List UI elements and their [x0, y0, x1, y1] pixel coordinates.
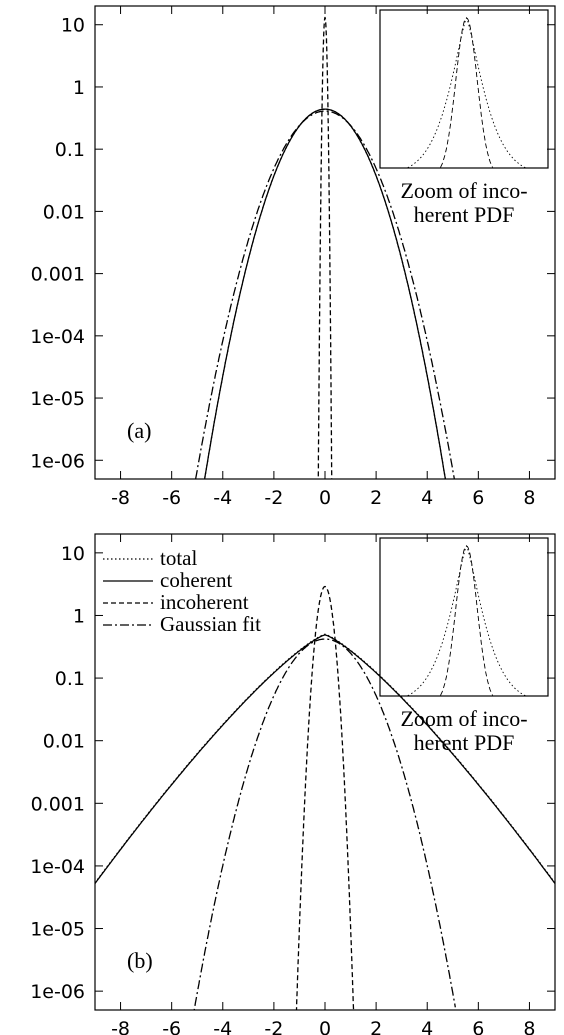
- series-dashed: [317, 16, 333, 479]
- inset-caption-a-line-2: herent PDF: [414, 202, 515, 227]
- y-tick-label: 0.01: [43, 731, 85, 753]
- y-tick-label: 0.001: [31, 264, 85, 286]
- y-tick-label: 0.01: [43, 201, 85, 223]
- y-ticks-b: 10 1 0.1 0.01 0.001 1e-04 1e-05 1e-06: [30, 543, 555, 1003]
- inset-frame-b: [379, 537, 549, 697]
- x-tick-label: -2: [264, 487, 283, 509]
- x-tick-label: 2: [370, 1018, 382, 1035]
- x-tick-label: -2: [264, 1018, 283, 1035]
- inset-series-dotted: [407, 544, 526, 697]
- x-tick-label: -6: [162, 487, 181, 509]
- y-tick-label: 1: [73, 605, 85, 627]
- inset-series-dashed: [440, 17, 493, 168]
- series-dashdot: [194, 110, 456, 479]
- y-ticks-a: 10 1 0.1 0.01 0.001 1e-04 1e-05 1e-06: [30, 15, 555, 472]
- x-ticks-a: -8 -6 -4 -2 0 2 4 6 8: [111, 6, 535, 509]
- inset-caption-b-line-2: herent PDF: [414, 730, 515, 755]
- x-tick-label: -6: [162, 1018, 181, 1035]
- x-tick-label: 0: [319, 1018, 331, 1035]
- panel-label-a: (a): [127, 418, 151, 443]
- panel-label-b: (b): [127, 948, 153, 973]
- curves-b: [95, 585, 555, 1010]
- plot-frame-a: [94, 5, 556, 480]
- panel-b: -8 -6 -4 -2 0 2 4 6 8 1010.10.010.0011e-041e-051…: [30, 533, 556, 1035]
- y-tick-label: 1: [73, 77, 85, 99]
- inset-b: Zoom of inco- herent PDF: [379, 537, 549, 755]
- y-tick-label: 10: [61, 15, 85, 37]
- inset-curves-b: [407, 544, 526, 697]
- series-solid: [204, 108, 447, 479]
- x-tick-label: -8: [111, 487, 130, 509]
- x-tick-label: -4: [213, 1018, 232, 1035]
- inset-series-dotted: [407, 16, 526, 169]
- x-tick-label: -4: [213, 487, 232, 509]
- series-dashdot: [193, 638, 456, 1010]
- x-tick-label: 6: [472, 1018, 484, 1035]
- x-tick-label: -8: [111, 1018, 130, 1035]
- y-tick-label: 0.1: [55, 139, 85, 161]
- legend-label: Gaussian fit: [160, 612, 261, 636]
- x-tick-label: 4: [421, 487, 433, 509]
- y-tick-label: 10: [61, 543, 85, 565]
- y-tick-label: 1e-06: [30, 450, 85, 472]
- series-solid: [95, 634, 555, 884]
- x-tick-label: 6: [472, 487, 484, 509]
- x-ticks-b: -8 -6 -4 -2 0 2 4 6 8: [111, 534, 535, 1035]
- inset-curves-a: [407, 16, 526, 169]
- x-tick-label: 8: [523, 1018, 535, 1035]
- curves-a: [194, 16, 456, 479]
- legend-label: coherent: [160, 568, 232, 592]
- y-tick-label: 1e-04: [30, 856, 85, 878]
- legend-label: incoherent: [160, 590, 249, 614]
- x-tick-label: 0: [319, 487, 331, 509]
- x-tick-label: 2: [370, 487, 382, 509]
- y-tick-label: 1e-05: [30, 388, 85, 410]
- y-tick-label: 1e-04: [30, 326, 85, 348]
- panel-a: -8 -6 -4 -2 0 2 4 6 8 1010.10.010.0011e-041e-051…: [30, 5, 556, 509]
- inset-a: Zoom of inco- herent PDF: [379, 9, 549, 227]
- x-tick-label: 8: [523, 487, 535, 509]
- inset-caption-b-line-1: Zoom of inco-: [400, 706, 527, 731]
- y-tick-label: 1e-06: [30, 981, 85, 1003]
- y-tick-label: 0.001: [31, 793, 85, 815]
- y-tick-label: 1e-05: [30, 919, 85, 941]
- inset-frame-a: [379, 9, 549, 169]
- y-tick-label: 0.1: [55, 668, 85, 690]
- x-tick-label: 4: [421, 1018, 433, 1035]
- inset-caption-a-line-1: Zoom of inco-: [400, 178, 527, 203]
- legend-label: total: [160, 546, 197, 570]
- inset-series-dashed: [440, 545, 493, 696]
